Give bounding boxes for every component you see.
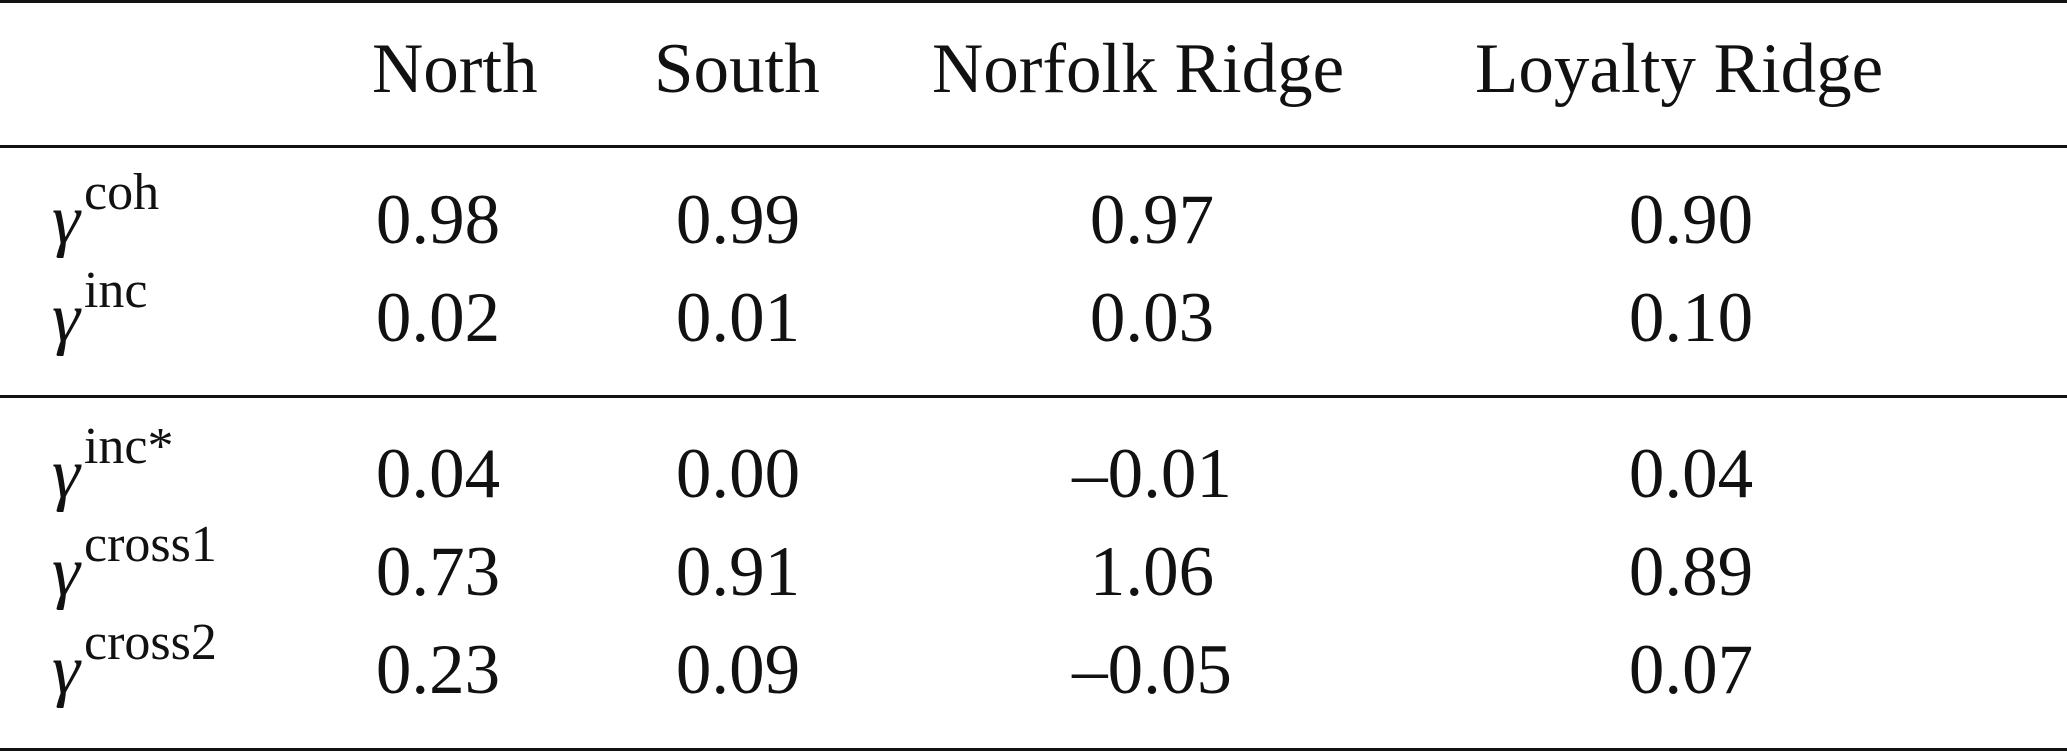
column-header-south: South xyxy=(654,30,820,108)
table-cell: 0.10 xyxy=(1628,279,1754,357)
table-cell: 0.07 xyxy=(1628,631,1754,709)
table-top-rule xyxy=(0,0,2067,3)
table-cell: 0.04 xyxy=(1628,435,1754,513)
table-cell: 0.89 xyxy=(1628,533,1754,611)
table-bottom-rule xyxy=(0,748,2067,751)
table-cell: 0.03 xyxy=(1089,279,1215,357)
table-cell: 0.97 xyxy=(1089,181,1215,259)
row-label: γinc* xyxy=(52,418,174,513)
group-separator-rule xyxy=(0,395,2067,398)
table-cell: 0.98 xyxy=(375,181,501,259)
column-header-north: North xyxy=(372,30,538,108)
table-cell: 0.09 xyxy=(675,631,801,709)
header-separator-rule xyxy=(0,145,2067,148)
table-cell: –0.05 xyxy=(1072,631,1232,709)
table-cell: 0.73 xyxy=(375,533,501,611)
row-label: γcross1 xyxy=(52,516,217,611)
row-label: γinc xyxy=(52,262,148,357)
row-label: γcross2 xyxy=(52,614,217,709)
table-cell: 0.04 xyxy=(375,435,501,513)
table-cell: 0.91 xyxy=(675,533,801,611)
table-cell: –0.01 xyxy=(1072,435,1232,513)
table-cell: 0.23 xyxy=(375,631,501,709)
table-cell: 0.02 xyxy=(375,279,501,357)
table-cell: 0.90 xyxy=(1628,181,1754,259)
column-header-norfolk-ridge: Norfolk Ridge xyxy=(932,30,1345,108)
column-header-loyalty-ridge: Loyalty Ridge xyxy=(1475,30,1884,108)
table-cell: 0.00 xyxy=(675,435,801,513)
table-cell: 0.01 xyxy=(675,279,801,357)
table-cell: 0.99 xyxy=(675,181,801,259)
table-cell: 1.06 xyxy=(1089,533,1215,611)
row-label: γcoh xyxy=(52,164,160,259)
